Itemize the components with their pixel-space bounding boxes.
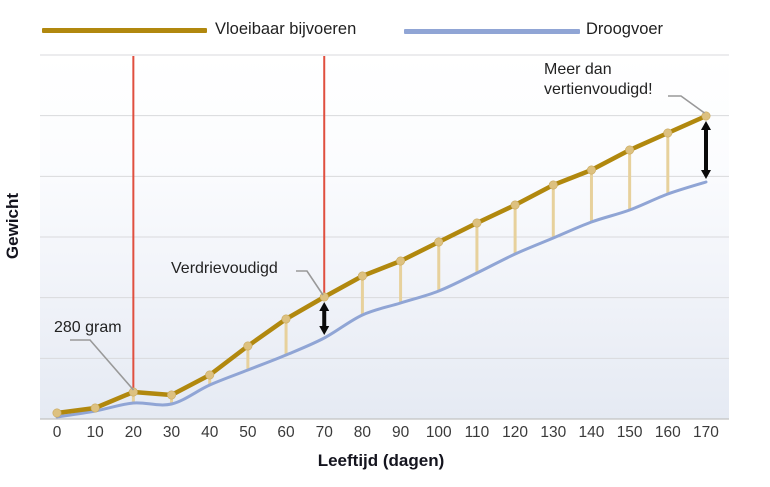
x-tick-label: 70: [316, 424, 334, 441]
difference-arrow-head-down: [319, 326, 330, 335]
difference-arrow-head-up: [700, 121, 711, 130]
annotation-vertienvoudigd: Meer dan vertienvoudigd!: [544, 61, 653, 98]
data-point-dot: [90, 403, 100, 413]
difference-arrow-head-down: [700, 170, 711, 179]
x-tick-label: 120: [502, 424, 528, 441]
data-point-dot: [472, 218, 482, 228]
x-tick-label: 150: [617, 424, 643, 441]
y-axis-title: Gewicht: [3, 192, 22, 260]
legend-label-vloeibaar: Vloeibaar bijvoeren: [215, 20, 357, 38]
x-tick-label: 160: [655, 424, 681, 441]
data-point-dot: [319, 292, 329, 302]
annotation-280-gram: 280 gram: [54, 319, 122, 336]
leader-line: [668, 95, 705, 114]
x-tick-label: 20: [125, 424, 143, 441]
droogvoer-line: [55, 180, 708, 419]
data-point-dot: [128, 387, 138, 397]
data-point-dot: [510, 200, 520, 210]
data-point-dot: [167, 390, 177, 400]
leader-line: [70, 339, 135, 391]
vloeibaar-line: [54, 113, 709, 416]
legend-swatch-droogvoer: [404, 29, 580, 34]
annotation-verdrievoudigd: Verdrievoudigd: [171, 260, 278, 277]
data-point-dot: [281, 314, 291, 324]
data-point-dot: [243, 341, 253, 351]
leader-line: [296, 270, 324, 296]
x-tick-label: 80: [354, 424, 372, 441]
x-tick-label: 110: [465, 424, 490, 441]
x-tick-label: 140: [579, 424, 605, 441]
data-point-dot: [357, 271, 367, 281]
legend-swatch-vloeibaar: [42, 28, 207, 33]
x-tick-label: 50: [239, 424, 257, 441]
x-tick-label: 40: [201, 424, 219, 441]
difference-arrow-head-up: [319, 302, 330, 311]
x-tick-label: 170: [693, 424, 719, 441]
x-tick-label: 30: [163, 424, 181, 441]
x-tick-label: 100: [426, 424, 452, 441]
x-tick-label: 10: [87, 424, 105, 441]
data-point-dot: [434, 237, 444, 247]
data-point-dot: [625, 145, 635, 155]
x-axis-title: Leeftijd (dagen): [317, 451, 445, 470]
x-tick-label: 60: [277, 424, 295, 441]
data-point-dot: [205, 370, 215, 380]
data-point-dot: [586, 165, 596, 175]
data-point-dot: [52, 408, 62, 418]
x-tick-label: 0: [53, 424, 62, 441]
data-point-dot: [663, 128, 673, 138]
data-point-dot: [396, 256, 406, 266]
legend-label-droogvoer: Droogvoer: [586, 20, 664, 38]
x-tick-label: 90: [392, 424, 410, 441]
data-point-dot: [701, 111, 711, 121]
x-tick-label: 130: [540, 424, 566, 441]
data-point-dot: [548, 180, 558, 190]
